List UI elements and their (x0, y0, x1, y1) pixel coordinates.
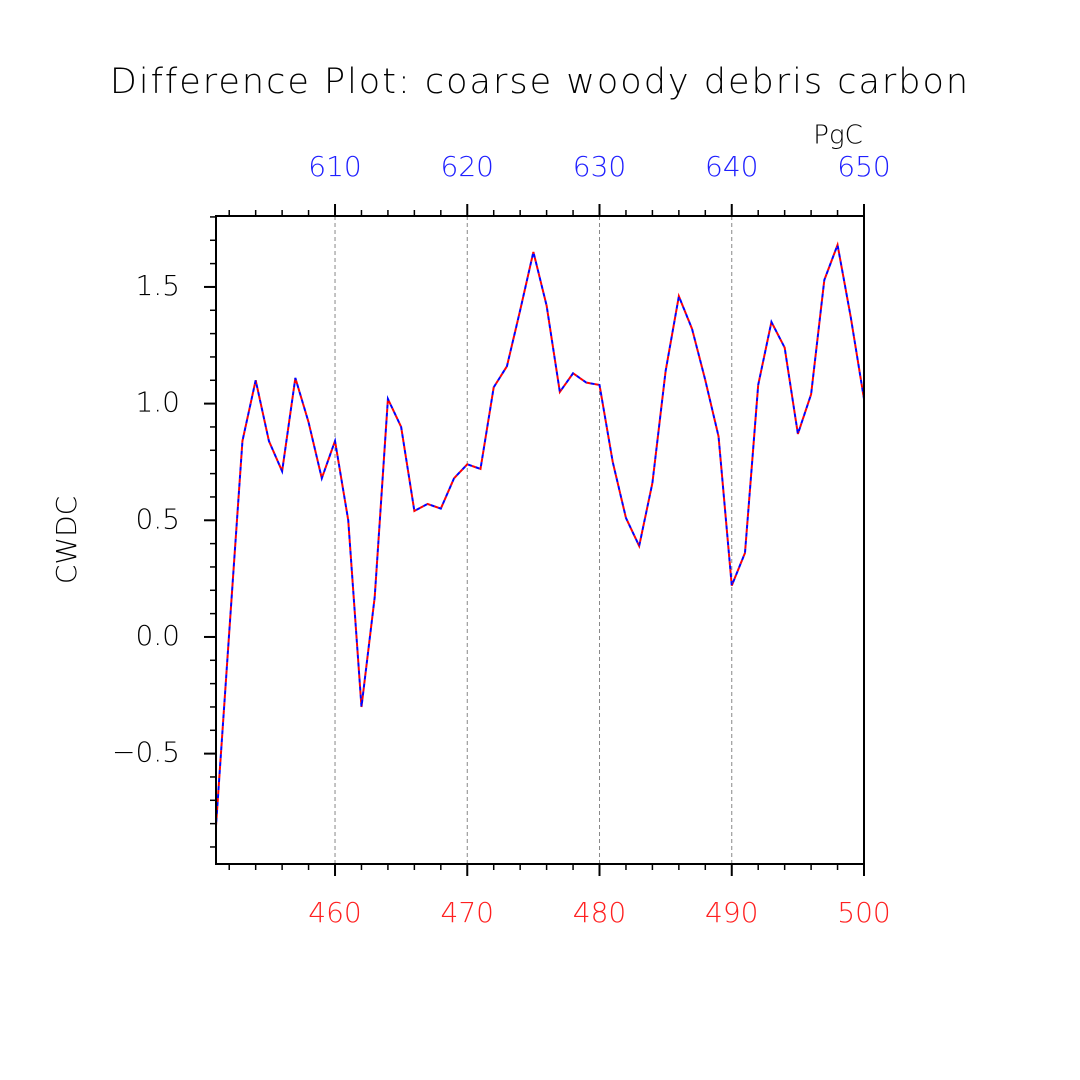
y-tick-label: 1.5 (135, 269, 180, 302)
x-tick-label: 470 (441, 896, 494, 929)
top-axis-label: PgC (813, 121, 862, 151)
x2-tick-label: 650 (837, 150, 890, 183)
x2-tick-label: 610 (308, 150, 361, 183)
x2-tick-label: 620 (441, 150, 494, 183)
x-tick-label: 500 (837, 896, 890, 929)
x-tick-label: 480 (573, 896, 626, 929)
series-line (215, 241, 865, 827)
chart-title: Difference Plot: coarse woody debris car… (110, 62, 970, 102)
x2-tick-label: 630 (573, 150, 626, 183)
y-axis-label: CWDC (50, 496, 83, 584)
y-tick-label: −0.5 (112, 736, 180, 769)
series-line (215, 241, 865, 827)
x-tick-label: 490 (705, 896, 758, 929)
plot-frame (215, 215, 865, 865)
y-tick-label: 0.0 (135, 619, 180, 652)
x-tick-label: 460 (308, 896, 361, 929)
y-tick-label: 1.0 (135, 386, 180, 419)
y-tick-label: 0.5 (135, 502, 180, 535)
x2-tick-label: 640 (705, 150, 758, 183)
